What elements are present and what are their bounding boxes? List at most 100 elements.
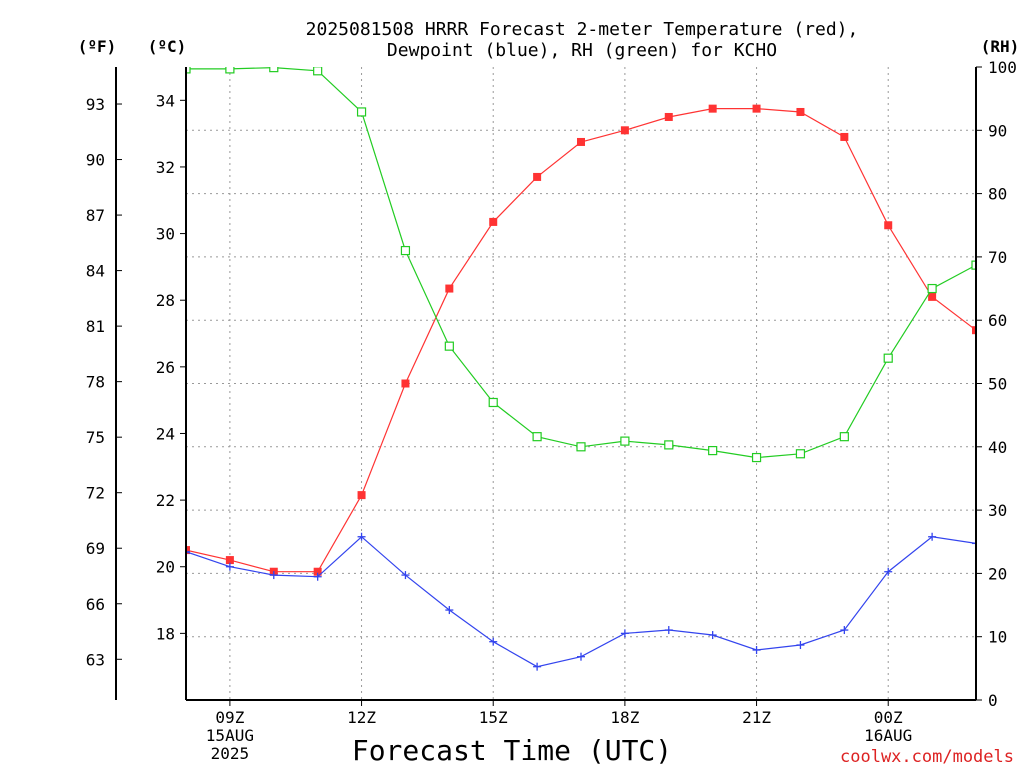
data-point-rh <box>620 436 630 446</box>
data-point-rh <box>664 440 674 450</box>
celsius-tick-label: 34 <box>156 91 175 110</box>
fahrenheit-tick-label: 75 <box>86 428 105 447</box>
fahrenheit-tick-label: 84 <box>86 262 105 281</box>
x-tick-label: 12Z <box>347 708 376 727</box>
celsius-tick-label: 28 <box>156 291 175 310</box>
rh-tick-label: 60 <box>988 311 1007 330</box>
data-point-rh <box>576 442 586 452</box>
data-point-dewpoint <box>313 572 322 581</box>
x-tick-label: 00Z <box>874 708 903 727</box>
celsius-tick-label: 26 <box>156 358 175 377</box>
data-point-dewpoint <box>489 637 498 646</box>
data-point-temperature <box>708 104 717 113</box>
rh-tick-label: 40 <box>988 438 1007 457</box>
data-point-dewpoint <box>708 631 717 640</box>
source-credit: coolwx.com/models <box>840 747 1014 767</box>
data-point-temperature <box>186 546 190 555</box>
series-line-temperature <box>186 107 976 573</box>
data-point-dewpoint <box>796 641 805 650</box>
fahrenheit-unit-label: (ºF) <box>78 37 117 56</box>
data-point-dewpoint <box>972 539 976 548</box>
data-point-rh <box>927 283 937 294</box>
data-point-temperature <box>577 137 585 146</box>
data-point-temperature <box>620 126 629 135</box>
fahrenheit-tick-label: 90 <box>86 151 105 170</box>
fahrenheit-tick-label: 81 <box>86 317 105 336</box>
data-point-temperature <box>225 556 234 565</box>
data-point-temperature <box>445 284 454 293</box>
data-point-temperature <box>928 292 937 301</box>
x-tick-label: 09Z <box>215 708 244 727</box>
data-series <box>186 67 976 671</box>
celsius-tick-label: 24 <box>156 424 175 443</box>
data-point-dewpoint <box>225 562 234 571</box>
x-tick-label: 16AUG <box>864 726 912 745</box>
data-point-rh <box>708 445 718 456</box>
rh-tick-label: 10 <box>988 628 1007 647</box>
data-point-dewpoint <box>533 662 542 671</box>
rh-tick-label: 100 <box>988 58 1017 77</box>
x-tick-label: 18Z <box>610 708 639 727</box>
series-line-dewpoint <box>186 535 976 668</box>
data-point-temperature <box>972 326 976 335</box>
celsius-tick-label: 30 <box>156 225 175 244</box>
data-point-rh <box>883 353 893 363</box>
data-point-rh <box>795 449 806 459</box>
fahrenheit-tick-label: 87 <box>86 206 105 225</box>
data-point-temperature <box>840 132 849 141</box>
data-point-temperature <box>313 567 322 576</box>
data-point-temperature <box>357 491 366 500</box>
data-point-rh <box>225 67 235 74</box>
celsius-tick-label: 32 <box>156 158 175 177</box>
data-point-rh <box>532 432 542 442</box>
data-point-dewpoint <box>186 547 190 556</box>
fahrenheit-tick-label: 72 <box>86 484 105 503</box>
x-tick-label: 21Z <box>742 708 771 727</box>
celsius-tick-label: 22 <box>156 491 175 510</box>
x-axis-title: Forecast Time (UTC) <box>352 734 672 767</box>
fahrenheit-tick-label: 63 <box>86 650 105 669</box>
grid-lines <box>186 67 976 700</box>
data-point-rh <box>971 260 976 270</box>
data-point-rh <box>488 397 498 408</box>
data-point-dewpoint <box>752 646 761 655</box>
fahrenheit-tick-label: 66 <box>86 595 105 614</box>
fahrenheit-tick-label: 78 <box>86 373 105 392</box>
data-point-rh <box>751 452 762 463</box>
rh-unit-label: (RH) <box>981 37 1020 56</box>
data-point-rh <box>356 107 367 117</box>
celsius-unit-label: (ºC) <box>148 37 187 56</box>
rh-tick-label: 30 <box>988 501 1007 520</box>
rh-tick-label: 70 <box>988 248 1007 267</box>
x-tick-label: 15AUG <box>206 726 254 745</box>
data-point-rh <box>313 67 323 76</box>
data-point-temperature <box>796 107 805 116</box>
data-point-rh <box>839 432 849 442</box>
data-point-dewpoint <box>445 606 454 615</box>
rh-tick-label: 50 <box>988 375 1007 394</box>
data-point-temperature <box>489 217 498 226</box>
data-point-temperature <box>664 112 673 121</box>
data-point-rh <box>444 341 454 351</box>
x-tick-label: 15Z <box>479 708 508 727</box>
data-point-dewpoint <box>884 567 893 576</box>
data-point-rh <box>400 245 411 256</box>
data-point-dewpoint <box>928 532 937 541</box>
series-line-rh <box>186 67 976 459</box>
data-point-rh <box>269 67 279 73</box>
celsius-tick-label: 20 <box>156 558 175 577</box>
chart-title-line-1: 2025081508 HRRR Forecast 2-meter Tempera… <box>306 19 859 40</box>
data-point-temperature <box>533 172 542 181</box>
data-point-dewpoint <box>577 652 585 661</box>
data-point-temperature <box>401 379 410 388</box>
fahrenheit-tick-label: 69 <box>86 539 105 558</box>
data-point-temperature <box>752 104 761 113</box>
data-point-dewpoint <box>269 571 278 580</box>
data-point-dewpoint <box>664 626 673 635</box>
chart-title-line-2: Dewpoint (blue), RH (green) for KCHO <box>387 40 777 61</box>
celsius-tick-label: 18 <box>156 624 175 643</box>
data-point-dewpoint <box>840 626 849 635</box>
rh-tick-label: 90 <box>988 121 1007 140</box>
